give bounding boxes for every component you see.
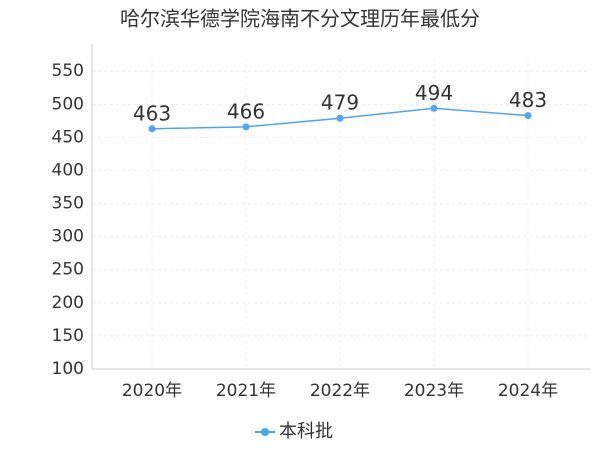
y-tick-label: 400 xyxy=(52,160,84,180)
x-tick-label: 2024年 xyxy=(498,381,558,401)
legend-label: 本科批 xyxy=(279,421,333,442)
y-tick-label: 350 xyxy=(52,194,84,214)
data-point xyxy=(430,104,438,112)
data-label: 479 xyxy=(321,91,359,115)
chart-title: 哈尔滨华德学院海南不分文理历年最低分 xyxy=(120,7,480,31)
x-tick-label: 2023年 xyxy=(404,381,464,401)
data-point xyxy=(336,114,344,122)
data-label: 483 xyxy=(509,88,547,112)
y-tick-label: 250 xyxy=(52,260,84,280)
y-tick-label: 500 xyxy=(52,94,84,114)
x-tick-label: 2021年 xyxy=(216,381,276,401)
legend-marker xyxy=(261,428,269,436)
x-tick-label: 2020年 xyxy=(122,381,182,401)
y-tick-label: 550 xyxy=(52,61,84,81)
data-point xyxy=(148,125,156,133)
data-label: 466 xyxy=(227,99,265,123)
data-label: 463 xyxy=(133,101,171,125)
y-tick-label: 450 xyxy=(52,127,84,147)
data-label: 494 xyxy=(415,81,453,105)
y-tick-label: 100 xyxy=(52,359,84,379)
y-tick-label: 150 xyxy=(52,326,84,346)
y-tick-label: 200 xyxy=(52,293,84,313)
data-point xyxy=(524,112,532,120)
x-tick-label: 2022年 xyxy=(310,381,370,401)
data-point xyxy=(242,123,250,131)
y-tick-label: 300 xyxy=(52,227,84,247)
